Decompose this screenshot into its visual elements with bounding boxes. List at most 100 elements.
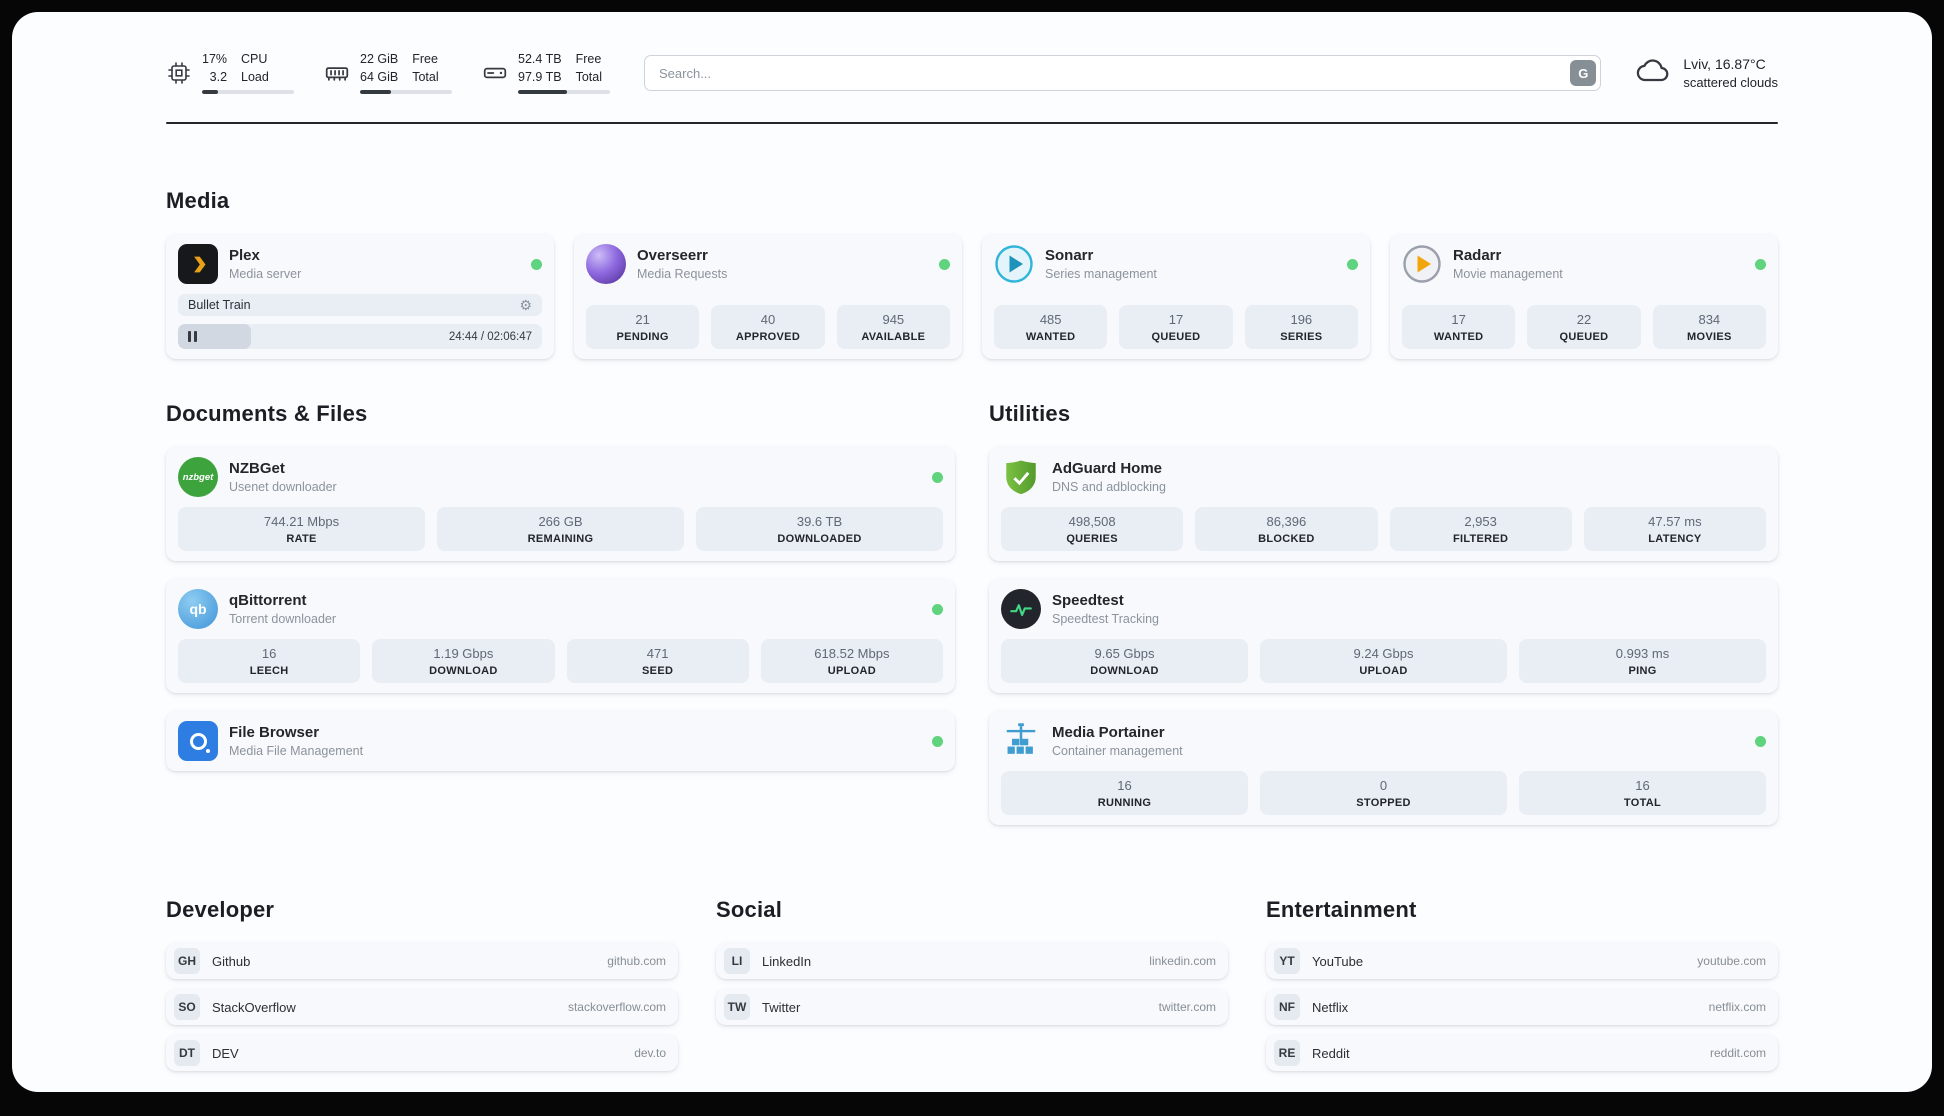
memory-widget: 22 GiB 64 GiB Free Total xyxy=(324,52,452,94)
bookmark-name: StackOverflow xyxy=(212,999,296,1015)
bookmark-row[interactable]: LI LinkedIn linkedin.com xyxy=(716,943,1228,979)
bookmark-abbr: RE xyxy=(1274,1040,1300,1066)
disk-total-label: Total xyxy=(575,70,602,84)
stat-box: 39.6 TB DOWNLOADED xyxy=(696,507,943,551)
search-input[interactable] xyxy=(644,55,1602,91)
header-divider xyxy=(166,122,1778,124)
disk-total-value: 97.9 TB xyxy=(518,70,562,84)
bookmark-abbr: LI xyxy=(724,948,750,974)
bookmark-abbr: GH xyxy=(174,948,200,974)
playback-progress[interactable]: 24:44 / 02:06:47 xyxy=(178,324,542,349)
bookmark-name: LinkedIn xyxy=(762,953,812,969)
status-dot xyxy=(932,603,943,615)
app-name: File Browser xyxy=(229,724,320,741)
memory-total-label: Total xyxy=(412,70,439,84)
documents-section: Documents & Files nzbget NZBGet Usenet d… xyxy=(166,401,955,825)
app-subtitle: Series management xyxy=(1045,267,1157,281)
app-subtitle: DNS and adblocking xyxy=(1052,480,1166,494)
gear-icon[interactable]: ⚙ xyxy=(519,297,532,313)
ram-icon xyxy=(324,60,350,86)
bookmark-abbr: YT xyxy=(1274,948,1300,974)
disk-usage-bar xyxy=(518,90,610,94)
utilities-section: Utilities AdGuard Home xyxy=(989,401,1778,825)
qbittorrent-icon-text: qb xyxy=(189,601,207,617)
nzbget-card[interactable]: nzbget NZBGet Usenet downloader 744.21 M… xyxy=(166,447,955,561)
status-dot xyxy=(939,258,950,270)
cloud-icon xyxy=(1635,53,1671,94)
filebrowser-card[interactable]: File Browser Media File Management xyxy=(166,711,955,771)
social-section: Social LI LinkedIn linkedin.com TW Twitt… xyxy=(716,897,1228,1071)
weather-widget[interactable]: Lviv, 16.87°C scattered clouds xyxy=(1635,53,1778,94)
developer-section: Developer GH Github github.com SO StackO… xyxy=(166,897,678,1071)
bookmark-row[interactable]: YT YouTube youtube.com xyxy=(1266,943,1778,979)
sonarr-card[interactable]: Sonarr Series management 485 WANTED 17 Q… xyxy=(982,234,1370,359)
section-title-developer: Developer xyxy=(166,897,275,922)
bookmark-name: Twitter xyxy=(762,999,801,1015)
app-subtitle: Media server xyxy=(229,267,302,281)
portainer-card[interactable]: Media Portainer Container management 16 … xyxy=(989,711,1778,825)
app-subtitle: Container management xyxy=(1052,744,1183,758)
stat-box: 744.21 Mbps RATE xyxy=(178,507,425,551)
nzbget-icon: nzbget xyxy=(178,457,218,497)
app-subtitle: Movie management xyxy=(1453,267,1563,281)
search-container: G xyxy=(644,55,1602,91)
bookmark-row[interactable]: TW Twitter twitter.com xyxy=(716,989,1228,1025)
section-title-media: Media xyxy=(166,188,230,213)
status-dot xyxy=(531,258,542,270)
bookmark-abbr: NF xyxy=(1274,994,1300,1020)
portainer-crane-icon xyxy=(1001,721,1041,761)
stat-box: 21 PENDING xyxy=(586,305,700,349)
bookmark-row[interactable]: DT DEV dev.to xyxy=(166,1035,678,1071)
app-name: Speedtest xyxy=(1052,592,1124,609)
speedtest-card[interactable]: Speedtest Speedtest Tracking 9.65 Gbps D… xyxy=(989,579,1778,693)
plex-card[interactable]: Plex Media server Bullet Train ⚙ 24:44 /… xyxy=(166,234,554,359)
status-dot xyxy=(932,735,943,747)
app-name: AdGuard Home xyxy=(1052,460,1163,477)
bookmark-abbr: TW xyxy=(724,994,750,1020)
bookmark-abbr: DT xyxy=(174,1040,200,1066)
bookmark-url: github.com xyxy=(607,954,666,968)
bookmark-url: netflix.com xyxy=(1708,1000,1766,1014)
stat-box: 266 GB REMAINING xyxy=(437,507,684,551)
overseerr-card[interactable]: Overseerr Media Requests 21 PENDING 40 A… xyxy=(574,234,962,359)
status-dot xyxy=(932,471,943,483)
bookmark-url: linkedin.com xyxy=(1149,954,1216,968)
radarr-card[interactable]: Radarr Movie management 17 WANTED 22 QUE… xyxy=(1390,234,1778,359)
disk-widget: 52.4 TB 97.9 TB Free Total xyxy=(482,52,610,94)
overseerr-icon xyxy=(586,244,626,284)
cpu-widget: 17% 3.2 CPU Load xyxy=(166,52,294,94)
qbittorrent-icon: qb xyxy=(178,589,218,629)
section-title-utilities: Utilities xyxy=(989,401,1071,426)
status-dot xyxy=(1755,258,1766,270)
section-title-entertainment: Entertainment xyxy=(1266,897,1417,922)
stat-box: 16 RUNNING xyxy=(1001,771,1248,815)
bookmark-url: stackoverflow.com xyxy=(567,1000,666,1014)
bookmark-row[interactable]: NF Netflix netflix.com xyxy=(1266,989,1778,1025)
qbittorrent-card[interactable]: qb qBittorrent Torrent downloader 16 LEE… xyxy=(166,579,955,693)
now-playing-title: Bullet Train xyxy=(188,298,251,312)
stat-box: 9.65 Gbps DOWNLOAD xyxy=(1001,639,1248,683)
bookmark-abbr: SO xyxy=(174,994,200,1020)
stat-box: 0 STOPPED xyxy=(1260,771,1507,815)
top-bar: 17% 3.2 CPU Load xyxy=(166,52,1778,94)
stat-box: 47.57 ms LATENCY xyxy=(1583,507,1766,551)
bookmark-row[interactable]: SO StackOverflow stackoverflow.com xyxy=(166,989,678,1025)
pause-icon[interactable] xyxy=(188,331,197,342)
cpu-usage-bar-fill xyxy=(202,90,218,94)
app-subtitle: Usenet downloader xyxy=(229,480,337,494)
search-engine-button[interactable]: G xyxy=(1570,60,1597,86)
stat-box: 9.24 Gbps UPLOAD xyxy=(1260,639,1507,683)
memory-total-value: 64 GiB xyxy=(360,70,399,84)
bookmark-row[interactable]: GH Github github.com xyxy=(166,943,678,979)
now-playing-row: Bullet Train ⚙ xyxy=(178,294,542,316)
adguard-card[interactable]: AdGuard Home DNS and adblocking 498,508 … xyxy=(989,447,1778,561)
bookmark-row[interactable]: RE Reddit reddit.com xyxy=(1266,1035,1778,1071)
bookmark-name: DEV xyxy=(212,1045,239,1061)
memory-usage-bar xyxy=(360,90,452,94)
disk-usage-bar-fill xyxy=(518,90,567,94)
section-title-documents: Documents & Files xyxy=(166,401,368,426)
stat-box: 485 WANTED xyxy=(994,305,1108,349)
section-title-social: Social xyxy=(716,897,783,922)
weather-condition: scattered clouds xyxy=(1683,75,1778,90)
stat-box: 2,953 FILTERED xyxy=(1389,507,1572,551)
